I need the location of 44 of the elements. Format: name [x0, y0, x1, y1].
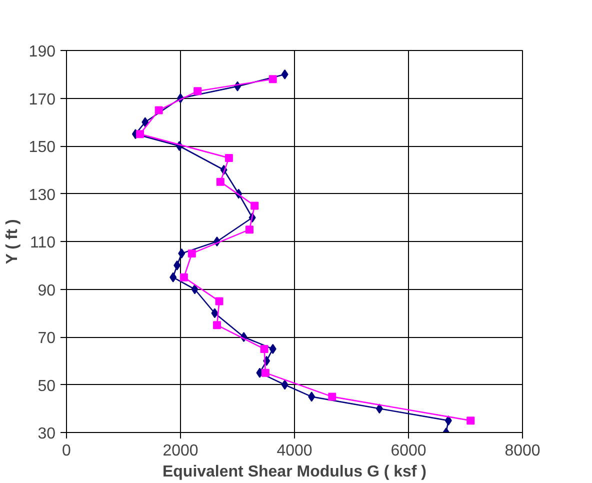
y-axis-title: Y ( ft )	[4, 219, 21, 264]
point	[142, 117, 149, 128]
point	[224, 154, 233, 162]
point	[281, 69, 288, 80]
point	[154, 106, 163, 114]
y-tick-label: 50	[38, 378, 56, 395]
point	[188, 249, 196, 258]
x-tick-label: 0	[62, 442, 72, 460]
point	[328, 392, 336, 401]
point	[269, 344, 276, 354]
point	[216, 178, 224, 186]
point	[211, 308, 218, 318]
y-tick-label: 130	[28, 186, 56, 204]
point	[194, 87, 202, 96]
x-tick-label: 6000	[390, 442, 426, 460]
point	[250, 202, 259, 210]
y-tick-label: 70	[38, 330, 56, 347]
point	[308, 392, 316, 402]
x-tick-label: 8000	[504, 442, 540, 460]
point	[170, 272, 177, 282]
y-tick-label: 110	[30, 234, 56, 252]
point	[268, 75, 277, 84]
y-tick-label: 150	[28, 139, 56, 156]
point	[260, 344, 268, 353]
point	[444, 416, 452, 426]
y-tick-label: 190	[28, 44, 56, 60]
x-tick-label: 4000	[276, 442, 312, 460]
point	[245, 226, 254, 234]
point	[136, 130, 144, 138]
point	[180, 273, 188, 282]
point	[174, 260, 181, 270]
point	[261, 368, 270, 377]
y-tick-label: 90	[38, 282, 56, 300]
point	[212, 321, 221, 330]
point	[191, 284, 198, 294]
point	[376, 404, 383, 414]
point	[281, 380, 288, 390]
point	[466, 416, 475, 425]
point	[215, 297, 224, 306]
x-tick-label: 2000	[162, 442, 198, 460]
point	[178, 248, 186, 258]
y-tick-label: 30	[38, 426, 56, 442]
x-axis-title: Equivalent Shear Modulus G ( ksf )	[162, 464, 427, 480]
y-tick-label: 170	[28, 91, 56, 108]
